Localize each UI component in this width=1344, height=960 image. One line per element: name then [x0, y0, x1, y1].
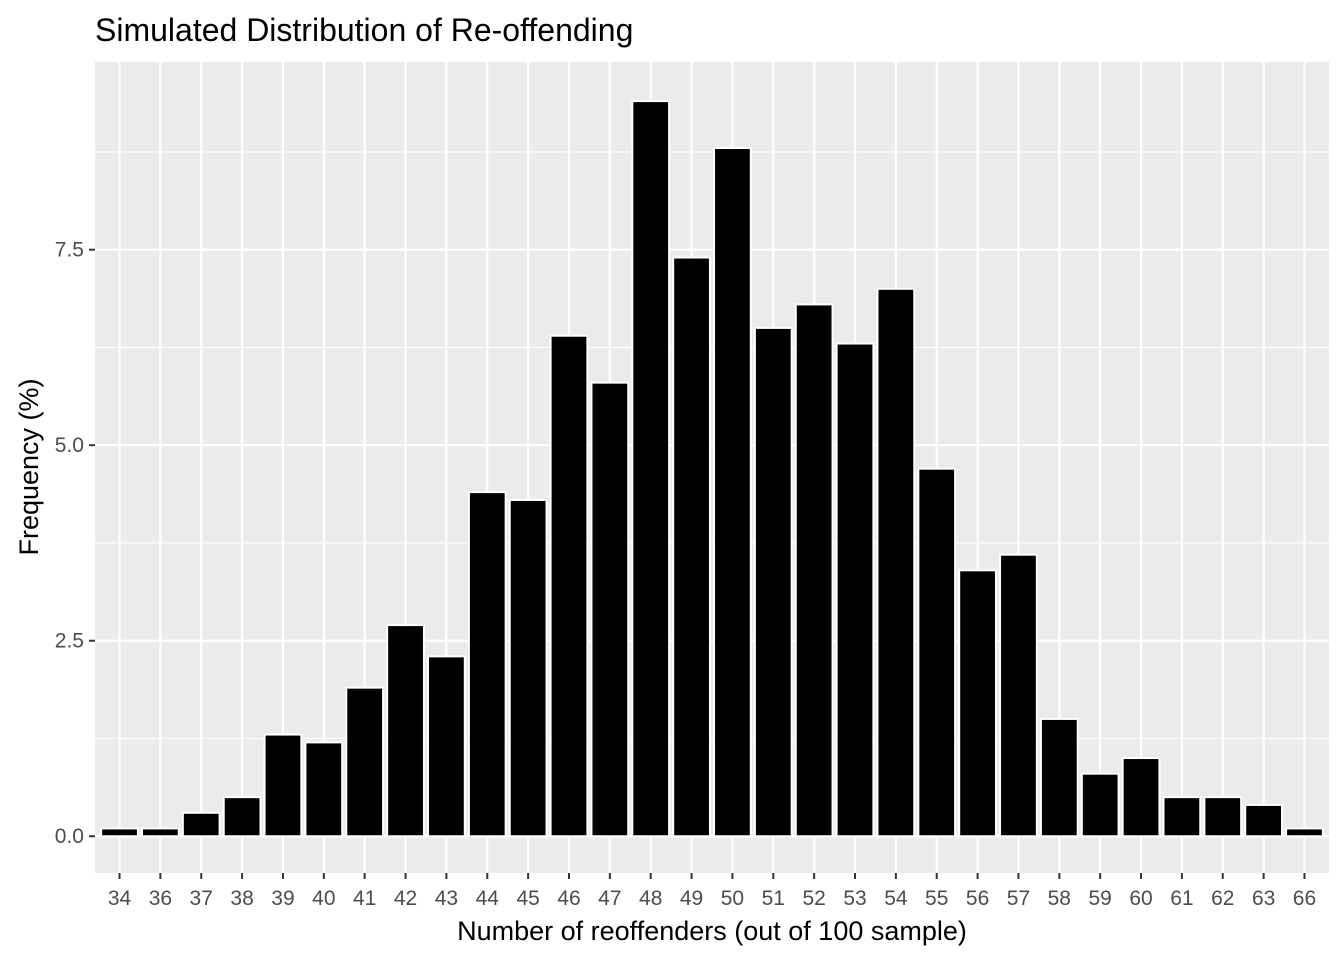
bar-38	[222, 796, 262, 838]
x-tick-label: 66	[1293, 887, 1316, 910]
x-tick-label: 55	[925, 887, 948, 910]
x-tick-label: 56	[966, 887, 989, 910]
bar-44	[467, 491, 507, 838]
y-tick-label: 0.0	[55, 825, 84, 848]
x-tick-label: 44	[476, 887, 500, 910]
bar-56	[958, 569, 997, 838]
bar-47	[590, 381, 630, 838]
x-axis-ticks: 34 36 37 38 39 40 41 42 43 44 45 46 47 48 49 50 51 52 53 54…	[108, 873, 1316, 910]
x-tick-label: 57	[1007, 887, 1030, 910]
bar-37	[181, 811, 221, 838]
x-tick-label: 38	[230, 887, 253, 910]
bar-45	[508, 498, 548, 838]
x-tick-label: 46	[557, 887, 580, 910]
x-tick-label: 45	[516, 887, 539, 910]
bar-41	[345, 686, 385, 838]
x-tick-label: 34	[108, 887, 132, 910]
x-tick-label: 37	[190, 887, 213, 910]
bar-49	[672, 256, 711, 838]
x-tick-label: 40	[312, 887, 335, 910]
x-tick-label: 43	[435, 887, 458, 910]
y-tick-label: 5.0	[55, 434, 84, 457]
x-tick-label: 42	[394, 887, 417, 910]
x-tick-label: 61	[1170, 887, 1193, 910]
x-tick-label: 50	[721, 887, 744, 910]
y-tick-label: 2.5	[55, 630, 84, 653]
x-tick-label: 63	[1252, 887, 1275, 910]
bar-52	[794, 303, 834, 838]
bar-54	[876, 287, 916, 838]
bars	[100, 100, 1324, 838]
bar-62	[1203, 796, 1243, 838]
x-axis-title: Number of reoffenders (out of 100 sample…	[457, 916, 967, 946]
y-axis-ticks: 0.0 2.5 5.0 7.5	[55, 239, 95, 848]
bar-53	[835, 342, 875, 838]
bar-60	[1121, 757, 1161, 838]
bar-46	[549, 334, 589, 838]
bar-55	[917, 467, 957, 838]
bar-51	[753, 326, 793, 838]
bar-57	[999, 553, 1038, 838]
bar-43	[427, 655, 466, 838]
bar-48	[631, 100, 671, 838]
bar-66	[1285, 827, 1324, 838]
bar-40	[304, 741, 344, 838]
x-tick-label: 49	[680, 887, 703, 910]
x-tick-label: 48	[639, 887, 662, 910]
bar-63	[1244, 803, 1284, 838]
x-tick-label: 47	[598, 887, 621, 910]
bar-39	[263, 733, 303, 838]
y-tick-label: 7.5	[55, 239, 84, 262]
bar-59	[1080, 772, 1120, 838]
x-tick-label: 58	[1048, 887, 1071, 910]
x-tick-label: 51	[762, 887, 785, 910]
bar-42	[386, 624, 425, 838]
x-tick-label: 54	[884, 887, 908, 910]
bar-58	[1039, 717, 1079, 838]
x-tick-label: 36	[149, 887, 172, 910]
x-tick-label: 53	[843, 887, 866, 910]
bar-50	[713, 147, 752, 838]
y-axis-title: Frequency (%)	[14, 378, 44, 555]
bar-61	[1162, 796, 1202, 838]
x-tick-label: 52	[802, 887, 825, 910]
bar-36	[140, 827, 180, 838]
x-tick-label: 62	[1211, 887, 1234, 910]
chart-title: Simulated Distribution of Re-offending	[95, 12, 633, 48]
bar-34	[100, 827, 139, 838]
x-tick-label: 59	[1088, 887, 1111, 910]
x-tick-label: 39	[271, 887, 294, 910]
x-tick-label: 41	[353, 887, 376, 910]
x-tick-label: 60	[1129, 887, 1152, 910]
